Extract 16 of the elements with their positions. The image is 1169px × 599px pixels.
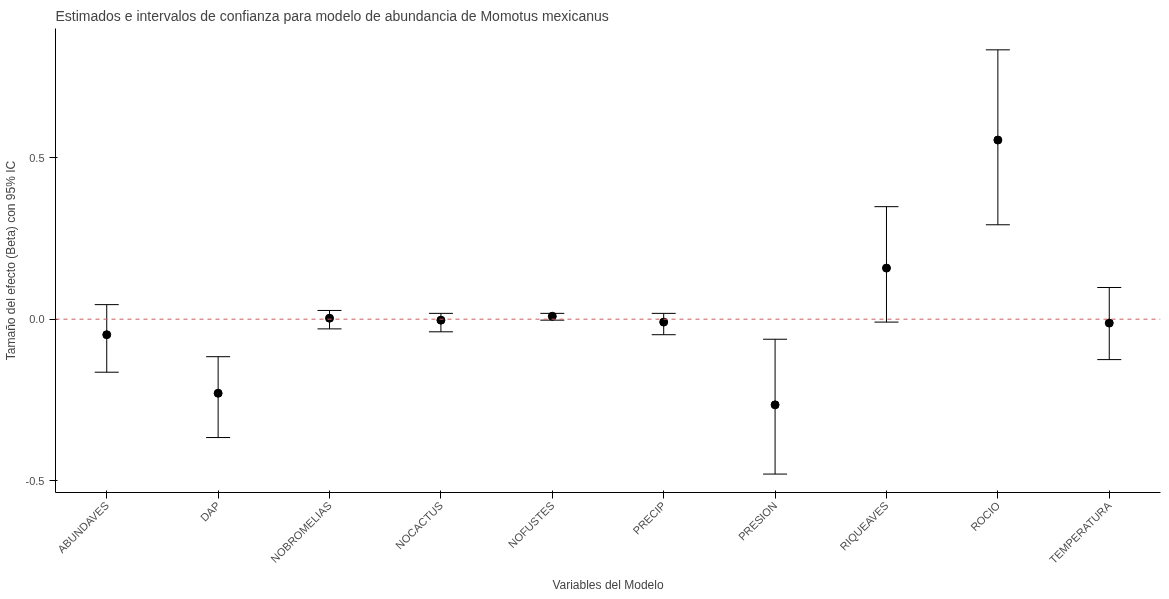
- point: [993, 135, 1003, 145]
- y-tick-label: -0.5: [25, 474, 45, 487]
- point: [770, 400, 780, 410]
- point: [1104, 318, 1114, 328]
- point: [881, 263, 891, 273]
- point: [436, 315, 446, 325]
- y-axis-title: Tamaño del efecto (Beta) con 95% IC: [3, 160, 18, 361]
- point: [102, 330, 112, 340]
- point: [659, 317, 669, 327]
- point: [325, 313, 335, 323]
- point: [547, 311, 557, 321]
- point: [213, 388, 223, 398]
- x-axis-title: Variables del Modelo: [552, 578, 664, 593]
- y-tick-label: 0.5: [29, 151, 45, 164]
- y-tick-label: 0.0: [29, 313, 45, 326]
- chart-title: Estimados e intervalos de confianza para modelo de abundancia de Momotus mexicanus: [55, 7, 609, 24]
